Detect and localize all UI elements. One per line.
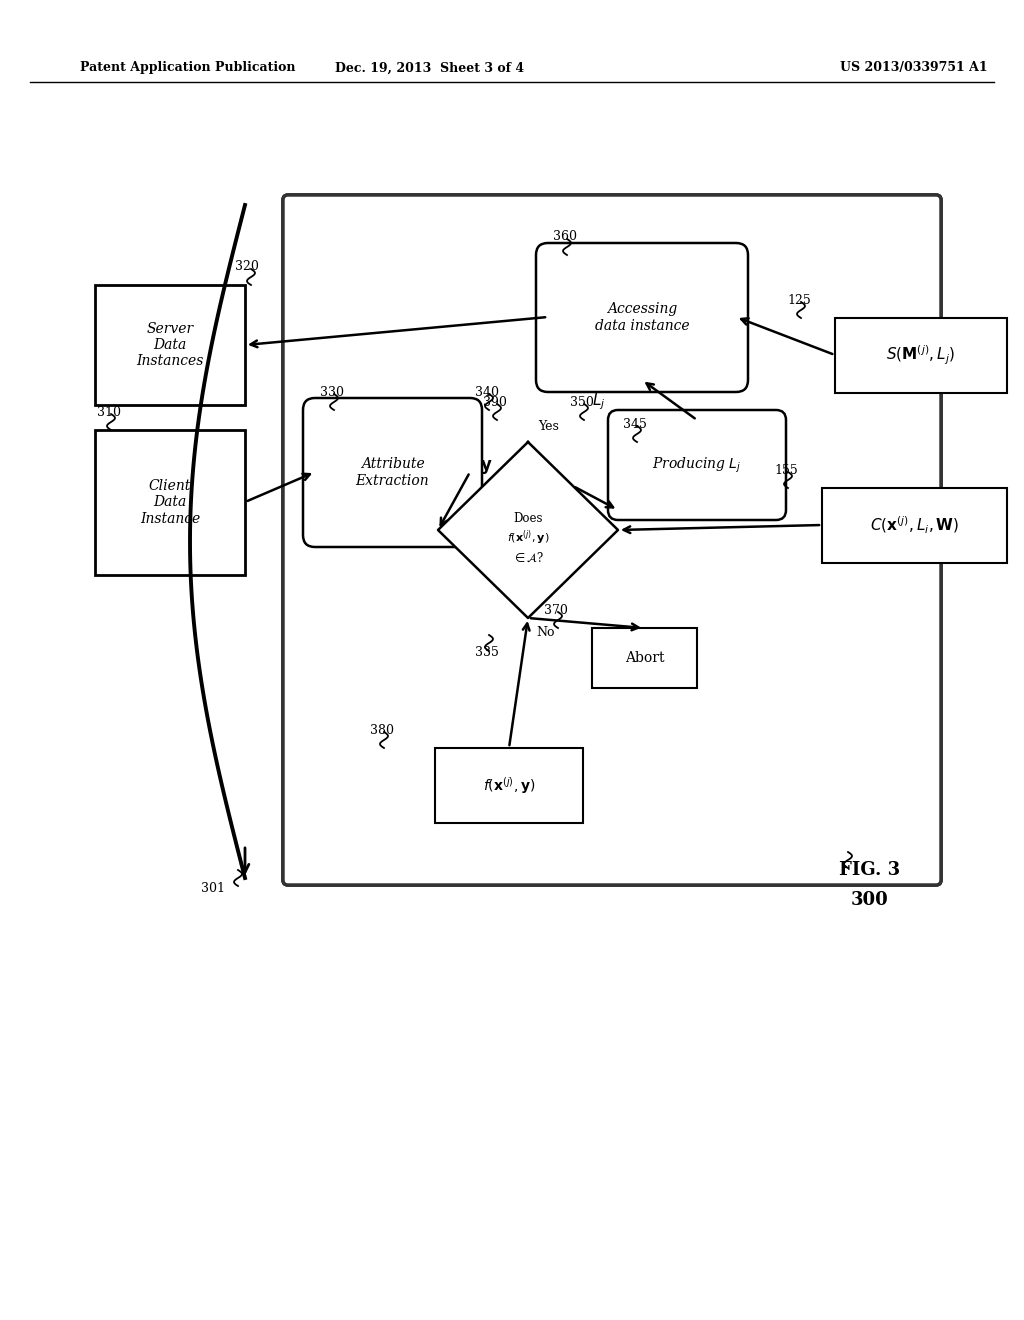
Text: $S(\mathbf{M}^{(j)}, L_j)$: $S(\mathbf{M}^{(j)}, L_j)$ — [887, 343, 955, 367]
Text: 335: 335 — [475, 647, 499, 660]
Text: 360: 360 — [553, 231, 577, 243]
Text: Server
Data
Instances: Server Data Instances — [136, 322, 204, 368]
Text: Patent Application Publication: Patent Application Publication — [80, 62, 296, 74]
Text: 300: 300 — [851, 891, 889, 909]
Text: Abort: Abort — [625, 651, 665, 665]
Text: $C(\mathbf{x}^{(j)}, L_i, \mathbf{W})$: $C(\mathbf{x}^{(j)}, L_i, \mathbf{W})$ — [869, 515, 959, 536]
Text: 310: 310 — [97, 405, 121, 418]
Bar — [592, 628, 697, 688]
Text: 350: 350 — [570, 396, 594, 408]
Text: Dec. 19, 2013  Sheet 3 of 4: Dec. 19, 2013 Sheet 3 of 4 — [336, 62, 524, 74]
Text: 320: 320 — [234, 260, 259, 273]
Text: US 2013/0339751 A1: US 2013/0339751 A1 — [840, 62, 987, 74]
FancyBboxPatch shape — [283, 195, 941, 884]
Text: Does: Does — [513, 511, 543, 524]
Text: 370: 370 — [544, 603, 568, 616]
Text: 390: 390 — [483, 396, 507, 408]
Text: Producing $L_j$: Producing $L_j$ — [652, 455, 741, 475]
Text: Accessing
data instance: Accessing data instance — [595, 302, 689, 333]
Text: Client
Data
Instance: Client Data Instance — [140, 479, 200, 525]
Text: 340: 340 — [475, 385, 499, 399]
Text: $\mathbf{y}$: $\mathbf{y}$ — [480, 458, 493, 477]
FancyBboxPatch shape — [303, 399, 482, 546]
Text: $L_j$: $L_j$ — [592, 392, 605, 412]
FancyBboxPatch shape — [283, 195, 941, 884]
Bar — [95, 430, 245, 576]
Text: No: No — [536, 627, 555, 639]
Bar — [822, 488, 1007, 564]
FancyBboxPatch shape — [608, 411, 786, 520]
Text: Yes: Yes — [538, 421, 559, 433]
Text: 330: 330 — [319, 385, 344, 399]
Text: 155: 155 — [774, 463, 798, 477]
Bar — [95, 285, 245, 405]
Text: FIG. 3: FIG. 3 — [840, 861, 900, 879]
Text: 380: 380 — [370, 723, 394, 737]
Bar — [835, 318, 1007, 393]
Text: 345: 345 — [623, 417, 647, 430]
Polygon shape — [438, 442, 618, 618]
Bar — [435, 748, 583, 822]
Text: Attribute
Extraction: Attribute Extraction — [355, 458, 429, 487]
FancyBboxPatch shape — [285, 197, 939, 883]
Text: 125: 125 — [787, 293, 811, 306]
Text: 301: 301 — [201, 882, 225, 895]
Text: $\in\mathcal{A}$?: $\in\mathcal{A}$? — [512, 552, 544, 565]
Text: $f(\mathbf{x}^{(j)},\mathbf{y})$: $f(\mathbf{x}^{(j)},\mathbf{y})$ — [507, 529, 549, 548]
FancyBboxPatch shape — [536, 243, 748, 392]
Text: $f(\mathbf{x}^{(j)}, \mathbf{y})$: $f(\mathbf{x}^{(j)}, \mathbf{y})$ — [482, 775, 536, 796]
